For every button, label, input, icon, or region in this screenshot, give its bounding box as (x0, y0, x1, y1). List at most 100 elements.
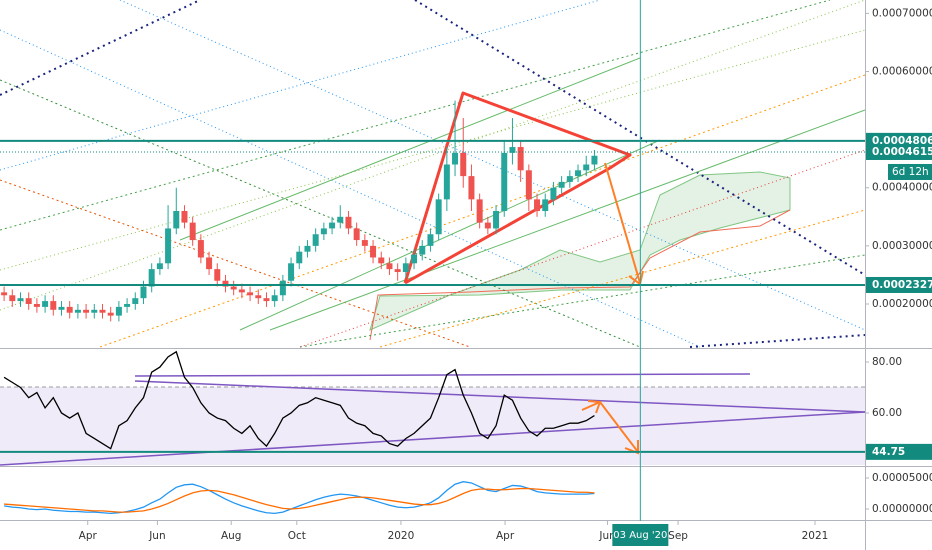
series-line (4, 487, 595, 513)
x-tick-label: 2021 (802, 530, 829, 542)
candle-body (1, 292, 8, 296)
candle-body (107, 312, 114, 316)
candle-body (238, 289, 245, 293)
candle-body (370, 245, 377, 258)
candle-body (411, 254, 418, 264)
candle-body (9, 295, 16, 302)
fan-line (0, 29, 866, 271)
candle-body (83, 309, 90, 313)
candle-body (443, 164, 450, 200)
candle-body (525, 170, 532, 200)
candle-body (345, 216, 352, 229)
crosshair-tag (612, 524, 669, 546)
candle-body (140, 286, 147, 299)
y-tick-label: 0.00000000 (872, 503, 932, 515)
candle-body (66, 306, 73, 313)
candle-body (115, 306, 122, 316)
trend-line (0, 411, 866, 466)
candle-body (583, 164, 590, 171)
candle-body (460, 152, 467, 177)
fan-line (379, 209, 866, 348)
candle-body (517, 147, 524, 171)
x-tick-label: Jun (148, 530, 165, 542)
candle-body (17, 298, 24, 302)
candle-body (468, 176, 475, 200)
candle-body (124, 303, 131, 307)
candle-body (361, 240, 368, 246)
triangle (403, 91, 632, 285)
channel-line (239, 139, 661, 331)
level-label: 0.00048063 (872, 135, 932, 147)
candle-body (74, 309, 81, 313)
candle-body (247, 292, 254, 296)
candle-body (386, 263, 393, 270)
series-line (3, 350, 595, 450)
candle-body (312, 234, 319, 246)
candle-body (337, 216, 344, 223)
y-tick-label: 60.00 (872, 407, 902, 419)
candle-body (189, 222, 196, 241)
rsi-band (0, 387, 865, 465)
candle-body (566, 176, 573, 182)
candle-body (206, 257, 213, 270)
last-price-label: 0.00046152 (872, 146, 932, 158)
trend-line (134, 373, 751, 377)
candle-body (214, 269, 221, 281)
candle-body (230, 286, 237, 290)
fan-line (414, 0, 866, 276)
candle-body (33, 303, 40, 307)
y-tick-label: 80.00 (872, 356, 902, 368)
fan-line (0, 0, 601, 171)
arrow (604, 162, 641, 284)
y-tick-label: 0.00030000 (872, 240, 932, 252)
fan-line (0, 179, 471, 348)
fan-line (299, 254, 866, 348)
candle-body (181, 210, 188, 223)
fan-line (689, 334, 866, 348)
candle-body (296, 251, 303, 264)
candle-body (534, 199, 541, 211)
candle-body (255, 295, 262, 299)
candle-body (173, 210, 180, 229)
candle-body (288, 263, 295, 281)
arrow-head (587, 400, 602, 414)
fan-line (0, 0, 831, 231)
candle-body (91, 309, 98, 313)
candle-body (156, 263, 163, 270)
candle-body (550, 187, 557, 200)
crosshair-label: 03 Aug '20 (613, 530, 667, 541)
candle-body (263, 298, 270, 302)
baseline (369, 209, 791, 341)
candle-body (394, 269, 401, 273)
candle-body (427, 234, 434, 246)
y-tick-label: 0.00040000 (872, 182, 932, 194)
candle-body (42, 301, 49, 307)
candle-body (575, 170, 582, 177)
candle-body (419, 245, 426, 255)
level-label: 44.75 (872, 446, 905, 458)
x-tick-label: Oct (288, 530, 306, 542)
candle-body (591, 155, 598, 165)
level-tag (866, 276, 932, 293)
candle-body (476, 199, 483, 223)
candle-body (435, 199, 442, 235)
x-tick-label: Jun (598, 530, 615, 542)
y-tick-label: 0.00070000 (872, 7, 932, 19)
level-tag (866, 443, 932, 460)
countdown: 6d 12h (892, 166, 929, 178)
candle-body (271, 295, 278, 302)
channel-line (269, 109, 866, 331)
candle-body (222, 280, 229, 287)
candle-body (452, 152, 459, 165)
candle-body (329, 222, 336, 229)
candle-body (353, 228, 360, 241)
x-tick-label: Aug (221, 530, 242, 542)
candle-body (509, 147, 516, 153)
cloud (369, 171, 791, 331)
candle-body (542, 199, 549, 211)
trend-line (134, 380, 866, 413)
price-axis (865, 0, 932, 550)
candle-body (501, 152, 508, 211)
y-tick-label: 0.00060000 (872, 65, 932, 77)
